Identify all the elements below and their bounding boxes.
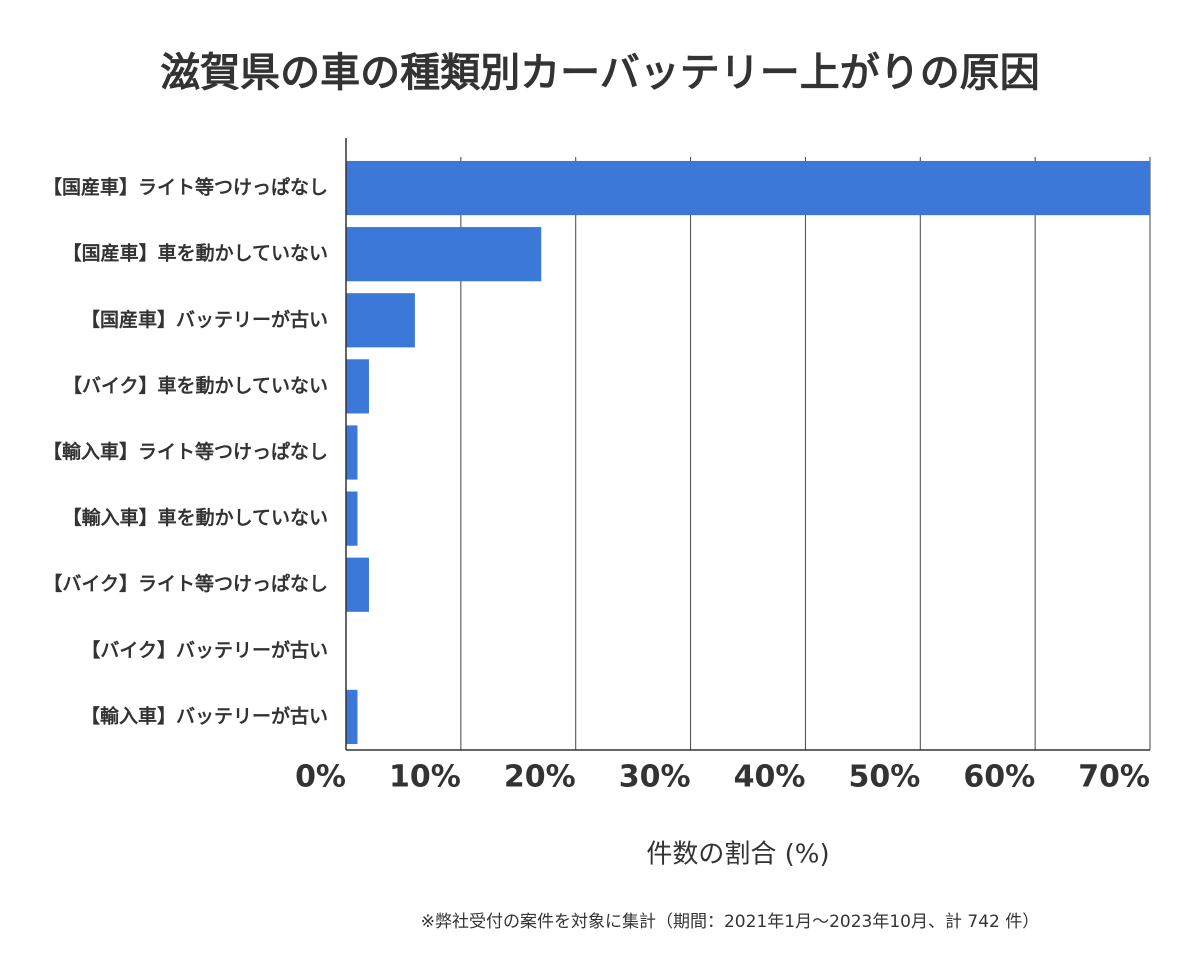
x-tick-label: 10% xyxy=(389,760,461,795)
x-tick-label: 70% xyxy=(1078,760,1150,795)
x-tick-label: 40% xyxy=(734,760,806,795)
x-tick-label: 20% xyxy=(504,760,576,795)
y-tick-label: 【輸入車】バッテリーが古い xyxy=(81,704,328,727)
y-tick-label: 【輸入車】車を動かしていない xyxy=(63,506,328,529)
x-axis-label: 件数の割合 (%) xyxy=(646,840,829,870)
bar xyxy=(346,689,358,745)
bar xyxy=(346,425,358,480)
y-tick-label: 【輸入車】ライト等つけっぱなし xyxy=(43,440,328,463)
bar xyxy=(346,491,358,546)
footnote: ※弊社受付の案件を対象に集計（期間：2021年1月～2023年10月、計 742… xyxy=(421,912,1039,932)
x-tick-label: 0% xyxy=(295,760,346,795)
bar xyxy=(346,557,369,612)
y-tick-label: 【国産車】車を動かしていない xyxy=(63,242,328,265)
bar xyxy=(346,359,369,414)
x-tick-label: 50% xyxy=(848,760,920,795)
y-tick-label: 【バイク】車を動かしていない xyxy=(63,374,328,397)
y-tick-label: 【バイク】ライト等つけっぱなし xyxy=(43,572,328,595)
chart-title: 滋賀県の車の種類別カーバッテリー上がりの原因 xyxy=(160,50,1040,96)
y-tick-label: 【国産車】バッテリーが古い xyxy=(81,308,328,331)
x-tick-label: 30% xyxy=(619,760,691,795)
bar xyxy=(346,227,542,282)
bar xyxy=(346,160,1150,216)
x-tick-label: 60% xyxy=(963,760,1035,795)
y-tick-label: 【バイク】バッテリーが古い xyxy=(81,638,328,661)
y-tick-label: 【国産車】ライト等つけっぱなし xyxy=(43,176,328,199)
bar xyxy=(346,293,415,348)
